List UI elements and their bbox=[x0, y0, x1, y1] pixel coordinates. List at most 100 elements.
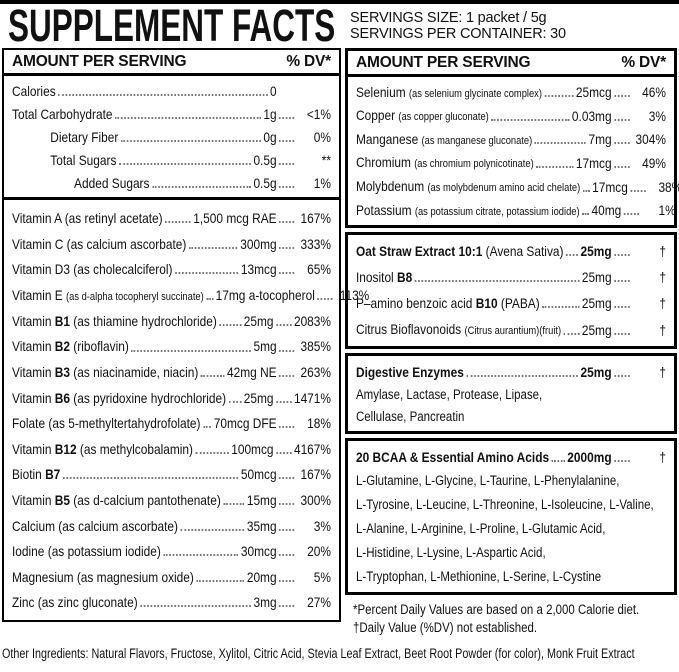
ingredient-row: Vitamin B5 (as d-calcium pantothenate) 15… bbox=[12, 487, 331, 513]
dotted-leader bbox=[536, 166, 574, 169]
label-part: Inositol bbox=[356, 268, 398, 285]
botanicals-box: Oat Straw Extract 10:1 (Avena Sativa) 25m… bbox=[345, 231, 677, 349]
percent-dv-value: 333% bbox=[300, 235, 332, 252]
dotted-leader bbox=[279, 605, 295, 608]
dotted-leader bbox=[180, 528, 245, 531]
dotted-leader bbox=[152, 185, 251, 188]
ingredient-list-line: L-Histidine, L-Lysine, L-Aspartic Acid, bbox=[356, 544, 546, 560]
dotted-leader bbox=[542, 306, 580, 309]
label-part: (as selenium glycinate complex) bbox=[408, 87, 542, 100]
ingredient-label: Vitamin B5 (as d-calcium pantothenate) bbox=[12, 492, 221, 508]
amount-value: 15mg bbox=[246, 491, 277, 508]
ingredient-label: Digestive Enzymes bbox=[356, 364, 464, 380]
label-part: Vitamin D3 (as cholecalciferol) bbox=[12, 261, 173, 278]
label-part: Vitamin C (as calcium ascorbate) bbox=[12, 235, 187, 252]
dotted-leader bbox=[630, 189, 646, 192]
ingredient-label: Selenium (as selenium glycinate complex) bbox=[356, 84, 542, 101]
ingredient-row: 20 BCAA & Essential Amino Acids 2000mg † bbox=[356, 444, 666, 469]
label-part: Vitamin bbox=[12, 364, 55, 381]
amount-value: 3mg bbox=[253, 594, 277, 611]
percent-dv-value: 1% bbox=[658, 202, 676, 219]
label-part: P–amino benzoic acid bbox=[356, 295, 476, 312]
percent-dv-value: † bbox=[659, 321, 666, 338]
dotted-leader bbox=[228, 400, 242, 403]
label-part: (as potassium citrate, potassium iodide) bbox=[414, 205, 580, 218]
dotted-leader bbox=[614, 374, 630, 377]
percent-dv-value: 2083% bbox=[293, 312, 332, 329]
amount-value: 5mg bbox=[253, 338, 277, 355]
dotted-leader bbox=[544, 95, 574, 98]
facts-columns: AMOUNT PER SERVING % DV* Calories 0 Total … bbox=[0, 48, 679, 637]
ingredient-row: Molybdenum (as molybdenum amino acid che… bbox=[356, 175, 679, 199]
dotted-leader bbox=[614, 332, 630, 335]
dotted-leader bbox=[279, 272, 295, 275]
label-part: (Citrus aurantium)(fruit) bbox=[464, 325, 562, 338]
ingredient-list-line: L-Glutamine, L-Glycine, L-Taurine, L-Phe… bbox=[356, 472, 620, 488]
dotted-leader bbox=[62, 477, 239, 480]
label-part: Dietary Fiber bbox=[50, 128, 119, 145]
dotted-leader bbox=[491, 118, 570, 121]
ingredient-row: Calcium (as calcium ascorbate) 35mg 3% bbox=[12, 513, 331, 539]
ingredient-row: Calories 0 bbox=[12, 79, 331, 102]
dotted-leader bbox=[614, 166, 630, 169]
ingredient-row: Citrus Bioflavonoids (Citrus aurantium)(… bbox=[356, 316, 666, 343]
label-part: (as copper gluconate) bbox=[398, 111, 489, 124]
ingredient-row: Magnesium (as magnesium oxide) 20mg 5% bbox=[12, 564, 331, 590]
ingredient-row: Oat Straw Extract 10:1 (Avena Sativa) 25m… bbox=[356, 238, 666, 264]
ingredient-label: Vitamin B2 (riboflavin) bbox=[12, 338, 129, 354]
label-part: (as methylcobalamin) bbox=[76, 440, 194, 457]
label-part: Zinc (as zinc gluconate) bbox=[12, 594, 138, 611]
percent-dv-value: 3% bbox=[313, 517, 332, 534]
other-ingredients-text: Other Ingredients: Natural Flavors, Fruc… bbox=[2, 645, 635, 661]
ingredient-row: Potassium (as potassium citrate, potassi… bbox=[356, 198, 676, 222]
ingredient-row: Vitamin B1 (as thiamine hydrochloride) 25… bbox=[12, 308, 331, 334]
label-part: Biotin bbox=[12, 466, 46, 483]
amount-value: 25mg bbox=[581, 295, 612, 312]
percent-dv-value: 1471% bbox=[293, 389, 332, 406]
ingredient-list-line: Amylase, Lactase, Protease, Lipase, bbox=[356, 386, 543, 402]
label-part: B7 bbox=[45, 466, 61, 483]
label-part: Potassium bbox=[356, 201, 415, 218]
label-part: B6 bbox=[54, 389, 70, 406]
ingredient-list-line: L-Tyrosine, L-Leucine, L-Threonine, L-Is… bbox=[356, 496, 654, 512]
percent-dv-value: 0% bbox=[313, 128, 332, 145]
ingredient-label: Folate (as 5-methyltertahydrofolate) bbox=[12, 415, 201, 431]
label-part: (as molybdenum amino acid chelate) bbox=[427, 182, 581, 195]
dotted-leader bbox=[582, 213, 589, 216]
amount-value: 17mcg bbox=[592, 178, 628, 195]
amount-value: 42mg NE bbox=[226, 364, 277, 381]
percent-dv-value: 5% bbox=[313, 568, 332, 585]
label-part: Calcium (as calcium ascorbate) bbox=[12, 517, 179, 534]
label-part: Total Carbohydrate bbox=[12, 105, 113, 122]
label-part: Molybdenum bbox=[356, 178, 428, 195]
percent-dv-value: † bbox=[659, 448, 666, 465]
percent-dv-value: 27% bbox=[307, 594, 332, 611]
label-part: Calories bbox=[12, 82, 56, 99]
label-part: (as chromium polynicotinate) bbox=[414, 158, 534, 171]
left-column: AMOUNT PER SERVING % DV* Calories 0 Total … bbox=[2, 48, 369, 622]
servings-info: SERVINGS SIZE: 1 packet / 5g SERVINGS PE… bbox=[350, 4, 566, 42]
ingredient-label: Calcium (as calcium ascorbate) bbox=[12, 518, 178, 534]
ingredient-label: Inositol B8 bbox=[356, 269, 412, 285]
ingredient-row: Vitamin E (as d-alpha tocopheryl succina… bbox=[12, 282, 369, 308]
percent-dv-value: 263% bbox=[300, 364, 332, 381]
ingredient-label: Vitamin B1 (as thiamine hydrochloride) bbox=[12, 313, 217, 329]
label-part: Digestive Enzymes bbox=[356, 363, 464, 380]
ingredient-row: Manganese (as manganese gluconate) 7mg 304… bbox=[356, 127, 666, 151]
amount-value: 13mcg bbox=[240, 261, 277, 278]
dotted-leader bbox=[623, 213, 640, 216]
ingredient-label: Added Sugars bbox=[12, 175, 149, 191]
ingredient-label: Chromium (as chromium polynicotinate) bbox=[356, 154, 534, 171]
label-part: B1 bbox=[54, 312, 70, 329]
amount-value: 25mg bbox=[580, 242, 612, 259]
dotted-leader bbox=[118, 162, 251, 165]
amount-value: 17mg a-tocopherol bbox=[215, 287, 315, 304]
dotted-leader bbox=[614, 95, 630, 98]
dotted-leader bbox=[279, 246, 295, 249]
dotted-leader bbox=[131, 349, 251, 352]
amount-value: 2000mg bbox=[567, 448, 612, 465]
dotted-leader bbox=[614, 118, 630, 121]
percent-dv-value: 49% bbox=[642, 154, 666, 171]
amount-value: 70mcg DFE bbox=[213, 415, 277, 432]
